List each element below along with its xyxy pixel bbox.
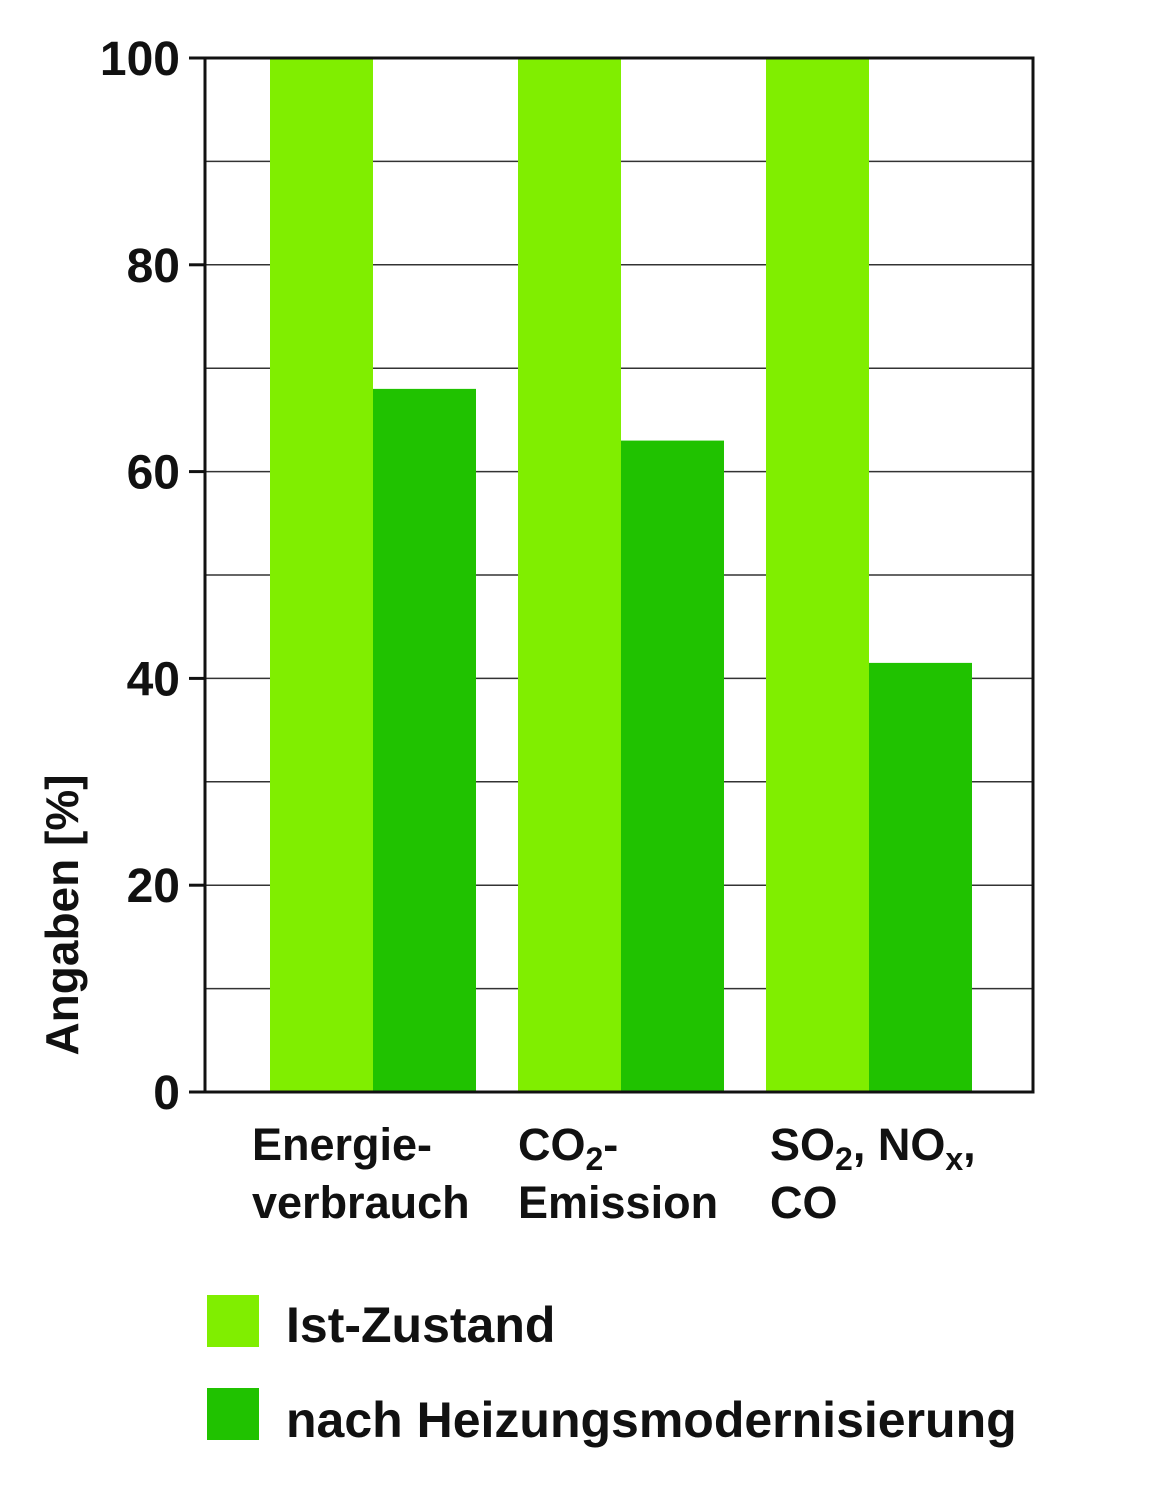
- bar-series0-cat1: [518, 58, 621, 1092]
- bar-series0-cat2: [766, 58, 869, 1092]
- bar-series1-cat1: [621, 440, 724, 1093]
- legend-label-ist-zustand: Ist-Zustand: [286, 1297, 555, 1353]
- x-axis-labels: Energie- verbrauch CO2- Emission SO2, NO…: [252, 1119, 976, 1228]
- category-label-so2-nox-co-line2: CO: [770, 1177, 838, 1228]
- y-tick-label-40: 40: [127, 653, 180, 706]
- category-label-so2-nox-co: SO2, NOx,: [770, 1119, 976, 1177]
- bar-series1-cat2: [869, 662, 972, 1092]
- legend-swatch-ist-zustand: [207, 1295, 259, 1347]
- legend-swatch-nach-heizungsmodernisierung: [207, 1388, 259, 1440]
- y-tick-label-80: 80: [127, 240, 180, 293]
- category-label-energie: Energie-: [252, 1119, 432, 1170]
- category-label-co2-line2: Emission: [518, 1177, 718, 1228]
- category-label-energie-line2: verbrauch: [252, 1177, 470, 1228]
- y-tick-label-100: 100: [100, 33, 180, 86]
- y-axis-ticks: 0 20 40 60 80 100: [100, 33, 205, 1120]
- bar-series1-cat0: [373, 388, 476, 1092]
- y-axis-label: Angaben [%]: [36, 774, 88, 1055]
- legend: Ist-Zustand nach Heizungsmodernisierung: [207, 1295, 1017, 1448]
- bar-series0-cat0: [270, 58, 373, 1092]
- y-tick-label-60: 60: [127, 447, 180, 500]
- category-label-co2: CO2-: [518, 1119, 618, 1177]
- bars: [270, 58, 972, 1093]
- y-tick-label-20: 20: [127, 860, 180, 913]
- y-tick-label-0: 0: [153, 1067, 180, 1120]
- legend-label-nach-heizungsmodernisierung: nach Heizungsmodernisierung: [286, 1392, 1017, 1448]
- plot-frame: [203, 56, 1035, 1094]
